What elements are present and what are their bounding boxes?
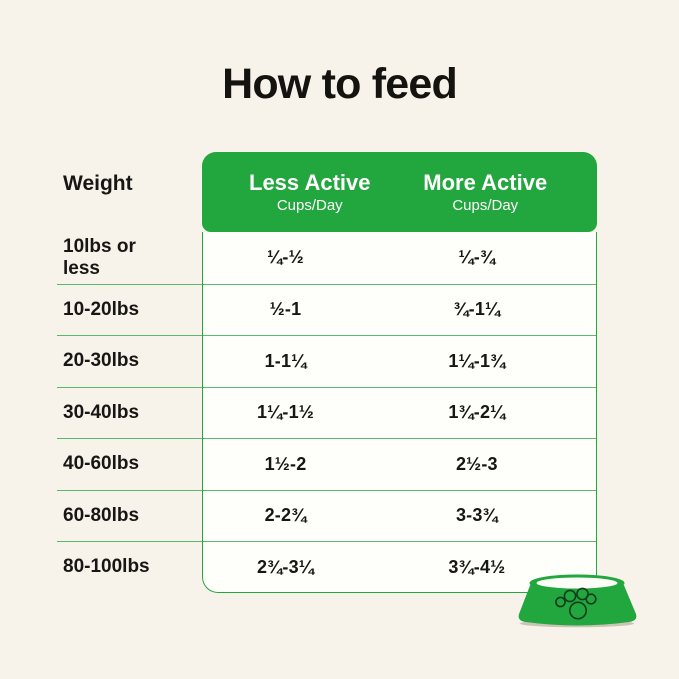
column-header-less-active: Less Active Cups/Day (202, 170, 400, 213)
row-less-active-value: 1-1¼ (264, 350, 307, 371)
row-weight-label: 10-20lbs (63, 298, 140, 320)
activity-columns-header: Less Active Cups/Day More Active Cups/Da… (202, 152, 597, 232)
bowl-inner (536, 577, 618, 589)
row-weight-label: 80-100lbs (63, 556, 150, 578)
row-more-active-value: 1¼-1¾ (448, 350, 506, 371)
table-row: 80-100lbs 2¾-3¼ 3¾-4½ (57, 541, 597, 593)
row-more-active-value: ¾-1¼ (453, 299, 501, 320)
table-row: 10lbs or less ¼-½ ¼-¾ (57, 232, 597, 284)
table-body: 10lbs or less ¼-½ ¼-¾ 10-20lbs ½-1 ¾-1¼ … (57, 232, 597, 593)
row-more-active-value: ¼-¾ (458, 247, 496, 268)
column-header-more-active: More Active Cups/Day (400, 170, 598, 213)
row-weight-label: 20-30lbs (63, 350, 140, 372)
row-less-active-value: 2¾-3¼ (256, 556, 315, 577)
row-less-active-value: 1½-2 (264, 453, 307, 474)
page-title: How to feed (222, 60, 458, 108)
more-active-label: More Active (423, 170, 548, 196)
feeding-table: Weight Less Active Cups/Day More Active … (57, 152, 597, 593)
table-row: 20-30lbs 1-1¼ 1¼-1¾ (57, 335, 597, 387)
bowl-body (518, 583, 637, 626)
row-less-active-value: ¼-½ (267, 247, 304, 268)
row-more-active-value: 3¾-4½ (448, 556, 506, 577)
table-row: 10-20lbs ½-1 ¾-1¼ (57, 283, 597, 336)
table-row: 30-40lbs 1¼-1½ 1¾-2¼ (57, 386, 597, 439)
dog-bowl-icon (518, 574, 637, 628)
table-row: 60-80lbs 2-2¾ 3-3¾ (57, 489, 597, 542)
row-more-active-value: 3-3¾ (455, 505, 498, 526)
paw-icon (555, 587, 597, 620)
row-weight-label: 30-40lbs (63, 401, 140, 423)
row-more-active-value: 2½-3 (455, 453, 498, 474)
row-weight-label: 40-60lbs (63, 453, 140, 475)
row-less-active-value: 1¼-1½ (256, 402, 315, 423)
table-panel-background (202, 232, 597, 593)
table-header-row: Weight Less Active Cups/Day More Active … (57, 152, 597, 232)
row-weight-label: 10lbs or less (63, 235, 136, 279)
row-more-active-value: 1¾-2¼ (448, 402, 506, 423)
less-active-unit: Cups/Day (276, 196, 343, 214)
row-weight-label: 60-80lbs (63, 504, 140, 526)
weight-column-header: Weight (63, 172, 133, 195)
row-less-active-value: ½-1 (269, 299, 302, 320)
table-row: 40-60lbs 1½-2 2½-3 (57, 438, 597, 490)
row-less-active-value: 2-2¾ (264, 505, 307, 526)
less-active-label: Less Active (249, 170, 371, 196)
more-active-unit: Cups/Day (452, 196, 519, 214)
